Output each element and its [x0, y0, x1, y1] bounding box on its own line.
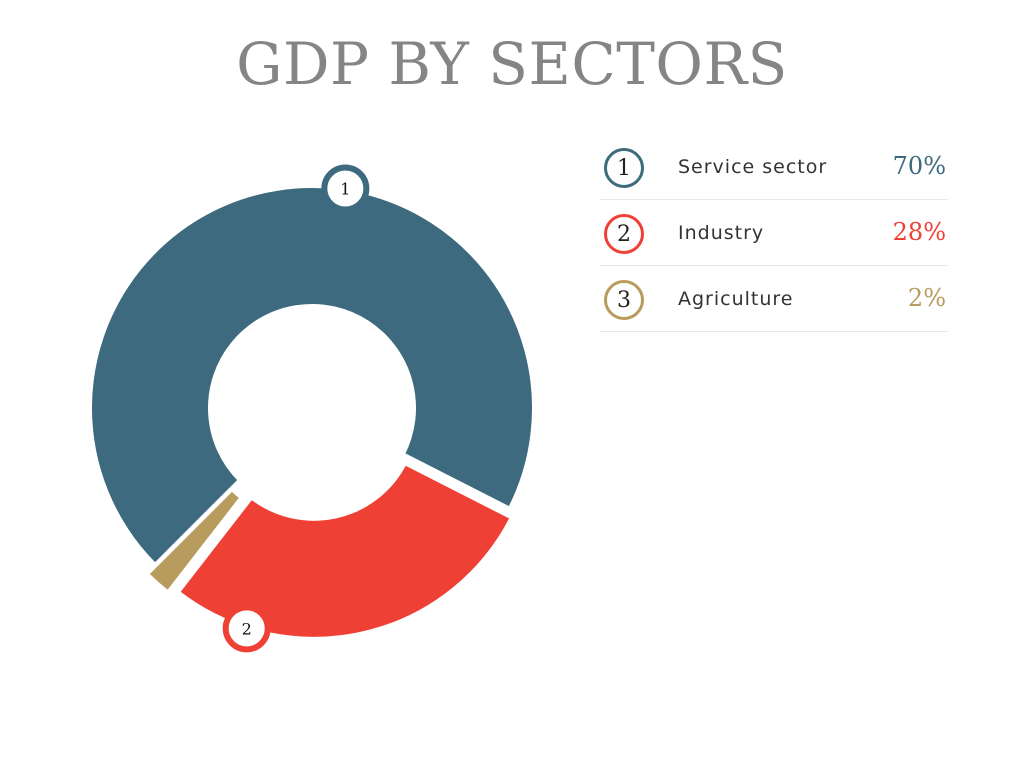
slice-marker-1: 1 — [321, 164, 370, 213]
chart-title: GDP BY SECTORS — [236, 30, 788, 98]
legend: 1 Service sector 70% 2 Industry 28% 3 Ag… — [600, 134, 948, 332]
legend-badge-2: 2 — [604, 214, 644, 254]
slice-service-sector[interactable] — [88, 184, 536, 567]
donut-chart: 12 — [88, 164, 536, 653]
slice-marker-label: 2 — [242, 619, 252, 638]
legend-value-industry: 28% — [892, 218, 946, 246]
legend-value-service-sector: 70% — [892, 152, 946, 180]
slice-marker-label: 1 — [340, 180, 350, 199]
slice-marker-2: 2 — [222, 604, 271, 653]
legend-value-agriculture: 2% — [907, 284, 946, 312]
legend-label-service-sector: Service sector — [678, 156, 828, 178]
legend-label-industry: Industry — [678, 222, 765, 244]
legend-item-industry[interactable]: 2 Industry 28% — [600, 200, 948, 266]
legend-item-service-sector[interactable]: 1 Service sector 70% — [600, 134, 948, 200]
legend-badge-3: 3 — [604, 280, 644, 320]
legend-item-agriculture[interactable]: 3 Agriculture 2% — [600, 266, 948, 332]
slice-industry[interactable] — [175, 461, 514, 641]
legend-label-agriculture: Agriculture — [678, 288, 794, 310]
slice-agriculture[interactable] — [145, 487, 244, 595]
legend-badge-1: 1 — [604, 148, 644, 188]
